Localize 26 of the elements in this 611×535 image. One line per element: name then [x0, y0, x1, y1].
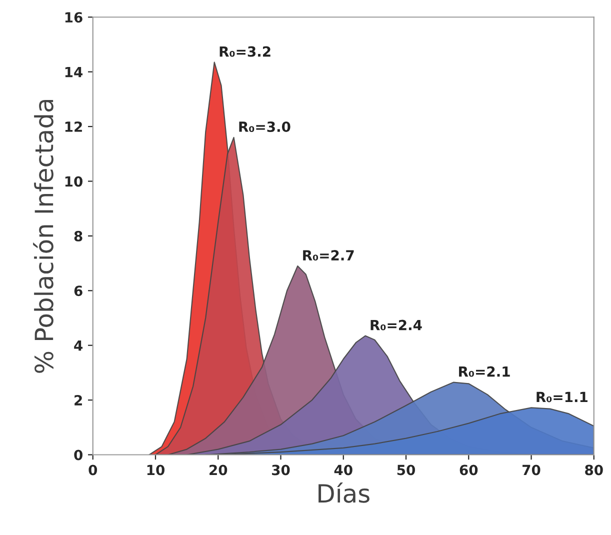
x-tick-label: 40 [334, 464, 352, 476]
y-tick-label: 2 [74, 395, 82, 406]
series-label: R₀=2.1 [459, 366, 510, 377]
y-tick-label: 14 [65, 66, 83, 78]
series-label: R₀=3.0 [239, 121, 290, 132]
x-tick-label: 0 [88, 464, 98, 476]
series-label: R₀=3.2 [220, 46, 270, 57]
y-tick-label: 16 [65, 12, 82, 23]
x-tick-label: 50 [397, 464, 416, 476]
y-tick-label: 8 [74, 230, 82, 242]
series-label: R₀=2.7 [303, 250, 354, 261]
x-tick-label: 70 [522, 464, 540, 476]
x-tick-label: 80 [585, 464, 603, 476]
y-tick-label: 4 [74, 340, 83, 351]
y-tick-label: 6 [74, 286, 82, 296]
series-label: R₀=2.4 [370, 320, 422, 330]
x-axis-title: Días [318, 482, 370, 503]
series-label: R₀=1.1 [536, 392, 588, 402]
x-tick-label: 10 [147, 464, 164, 476]
x-tick-label: 60 [460, 464, 478, 476]
x-tick-label: 20 [210, 464, 228, 476]
y-tick-label: 12 [65, 121, 82, 132]
y-tick-label: 10 [65, 176, 82, 187]
x-tick-label: 30 [272, 464, 290, 476]
y-tick-label: 0 [74, 450, 82, 460]
y-axis-title: % Población Infectada [33, 100, 54, 373]
